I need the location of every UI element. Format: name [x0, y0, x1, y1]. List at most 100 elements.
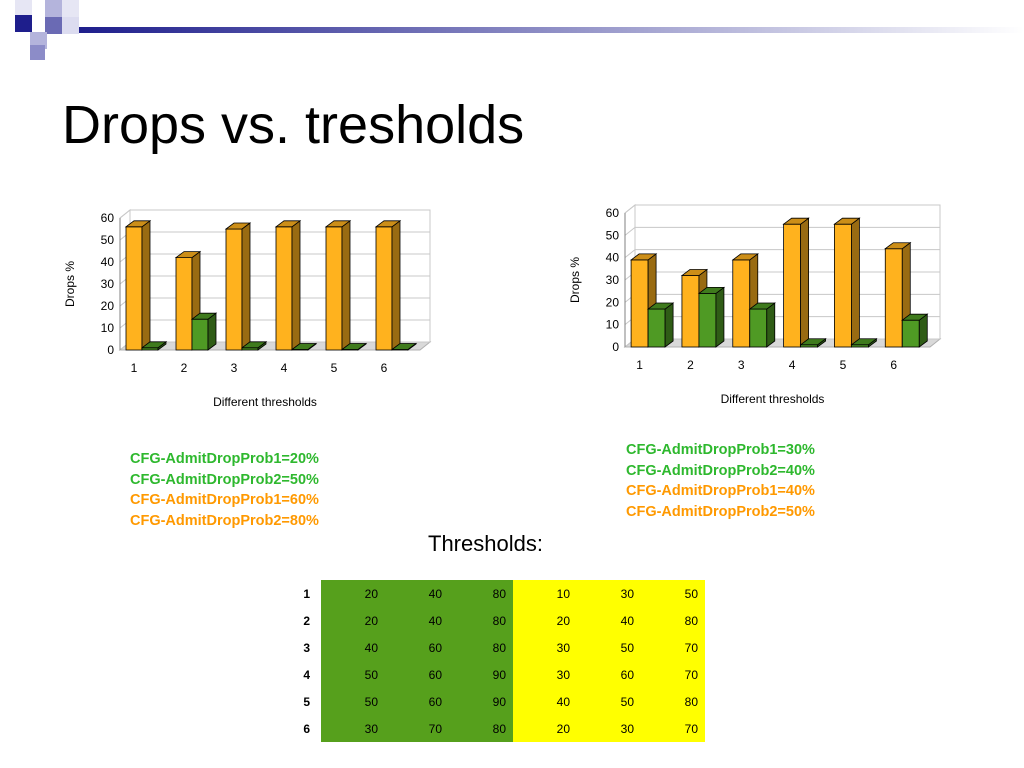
thresholds-table: 1 20 40 80 10 30 50 2 20 40 80 20 40 80 … [290, 580, 705, 742]
bar-top [140, 341, 168, 349]
table-cell: 40 [321, 634, 385, 661]
table-row: 5 50 60 90 40 50 80 [290, 688, 705, 715]
gridline [119, 209, 430, 219]
table-cell: 70 [641, 634, 705, 661]
bar-top [731, 253, 759, 261]
table-cell: 50 [641, 580, 705, 607]
table-cell: 40 [513, 688, 577, 715]
deco-square [30, 32, 47, 49]
chart-right-legend: CFG-AdmitDropProb1=30% CFG-AdmitDropProb… [626, 440, 815, 522]
bar-side [664, 302, 674, 348]
x-tick-label: 5 [840, 358, 847, 372]
x-tick-label: 6 [890, 358, 897, 372]
deco-square [45, 0, 62, 17]
slide-decoration [15, 0, 1024, 60]
legend-line: CFG-AdmitDropProb2=80% [130, 512, 319, 529]
table-cell: 80 [449, 607, 513, 634]
table-cell: 80 [449, 715, 513, 742]
deco-square [45, 17, 62, 34]
x-tick-label: 1 [636, 358, 643, 372]
table-cell: 20 [321, 580, 385, 607]
gridline [624, 204, 940, 214]
bar-top [680, 269, 709, 276]
bar [783, 223, 802, 348]
y-tick-label: 20 [606, 295, 620, 309]
table-cell: 60 [577, 661, 641, 688]
y-tick-label: 10 [101, 321, 115, 335]
title-underline [79, 27, 1024, 33]
deco-square [62, 17, 79, 34]
table-cell: 80 [449, 634, 513, 661]
bar-side [766, 302, 776, 348]
table-cell: 60 [385, 634, 449, 661]
bar [630, 259, 649, 348]
y-tick-label: 60 [606, 206, 620, 220]
bar [749, 308, 768, 348]
x-tick-label: 6 [381, 361, 388, 375]
bar-top [697, 287, 726, 294]
table-cell: 70 [641, 715, 705, 742]
table-cell: 80 [449, 580, 513, 607]
legend-line: CFG-AdmitDropProb2=50% [626, 503, 815, 520]
bar-top [324, 220, 352, 228]
table-cell: 80 [641, 688, 705, 715]
y-tick-label: 30 [101, 277, 115, 291]
bar [647, 308, 666, 348]
table-cell: 50 [577, 634, 641, 661]
legend-line: CFG-AdmitDropProb1=60% [130, 492, 319, 508]
bar-side [391, 220, 401, 351]
x-tick-label: 2 [181, 361, 188, 375]
row-id: 6 [290, 715, 321, 742]
bar [125, 226, 143, 351]
x-tick-label: 5 [331, 361, 338, 375]
table-row: 4 50 60 90 30 60 70 [290, 661, 705, 688]
table-cell: 20 [513, 715, 577, 742]
table-row: 2 20 40 80 20 40 80 [290, 607, 705, 634]
legend-line: CFG-AdmitDropProb2=50% [130, 471, 319, 488]
table-cell: 60 [385, 661, 449, 688]
bar [901, 319, 920, 348]
bar-side [141, 220, 151, 351]
bar [191, 318, 209, 351]
deco-square [30, 45, 45, 60]
legend-line: CFG-AdmitDropProb1=30% [626, 442, 815, 458]
bar-top [190, 312, 218, 320]
bar-top [901, 313, 929, 321]
table-row: 1 20 40 80 10 30 50 [290, 580, 705, 607]
chart-right: 0 10 20 30 40 50 60 1 2 3 4 5 6 Different thresholds D… [565, 203, 960, 430]
table-cell: 10 [513, 580, 577, 607]
table-cell: 90 [449, 661, 513, 688]
bar [275, 226, 293, 351]
bar-top [174, 251, 202, 258]
table-cell: 50 [321, 688, 385, 715]
table-cell: 30 [321, 715, 385, 742]
bar-top [124, 220, 152, 228]
bar [884, 248, 903, 348]
bar [698, 293, 717, 348]
table-cell: 30 [513, 634, 577, 661]
table-row: 3 40 60 80 30 50 70 [290, 634, 705, 661]
bar-top [224, 222, 252, 230]
bar-top [274, 220, 302, 228]
table-cell: 50 [577, 688, 641, 715]
bar-side [341, 220, 351, 351]
bar-top [748, 302, 776, 310]
table-cell: 20 [321, 607, 385, 634]
y-tick-label: 50 [101, 233, 115, 247]
table-cell: 80 [641, 607, 705, 634]
y-tick-label: 60 [101, 211, 115, 225]
bar-side [715, 286, 725, 348]
legend-line: CFG-AdmitDropProb1=20% [130, 451, 319, 467]
bar [834, 223, 852, 348]
bar-side [800, 217, 810, 348]
chart-right-svg: 0 10 20 30 40 50 60 1 2 3 4 5 6 Different thresholds D… [568, 203, 942, 406]
row-id: 1 [290, 580, 321, 607]
y-tick-label: 0 [612, 340, 619, 354]
y-axis-label: Drops % [63, 261, 77, 307]
bar-top [782, 217, 810, 225]
y-axis-label: Drops % [568, 257, 582, 303]
y-tick-label: 50 [606, 228, 620, 242]
chart-left-legend: CFG-AdmitDropProb1=20% CFG-AdmitDropProb… [130, 449, 319, 531]
x-tick-label: 3 [231, 361, 238, 375]
table-cell: 50 [321, 661, 385, 688]
